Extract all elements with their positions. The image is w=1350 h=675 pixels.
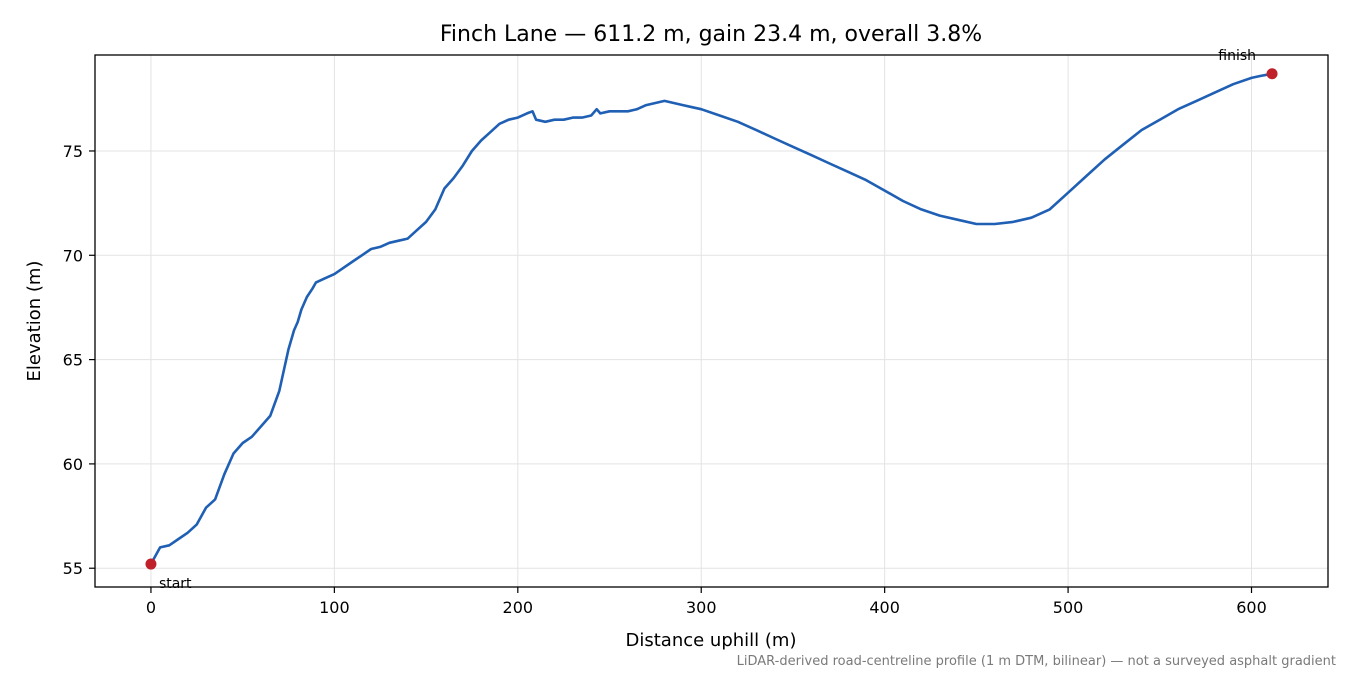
x-tick-label: 400 (869, 598, 900, 617)
elevation-line (149, 72, 1274, 566)
x-tick-label: 300 (686, 598, 717, 617)
y-tick-label: 65 (63, 351, 83, 370)
x-tick-label: 600 (1236, 598, 1267, 617)
y-axis-label: Elevation (m) (24, 261, 45, 382)
plot-frame (94, 54, 1329, 588)
x-tick-label: 500 (1053, 598, 1084, 617)
x-tick-label: 0 (146, 598, 156, 617)
footnote: LiDAR-derived road-centreline profile (1… (737, 654, 1336, 669)
plot-area: start finish (145, 48, 1278, 592)
y-tick-label: 60 (63, 455, 83, 474)
axis-ticks: 0 100 200 300 400 500 600 55 60 65 70 75 (63, 142, 1267, 617)
x-tick-label: 100 (319, 598, 350, 617)
grid-lines (95, 55, 1328, 587)
y-tick-label: 75 (63, 142, 83, 161)
start-marker (145, 558, 157, 570)
finish-marker (1266, 68, 1278, 80)
x-tick-label: 200 (503, 598, 534, 617)
start-label: start (159, 576, 192, 592)
finish-label: finish (1218, 48, 1256, 64)
y-tick-label: 55 (63, 559, 83, 578)
chart-title: Finch Lane — 611.2 m, gain 23.4 m, overa… (440, 22, 982, 47)
y-tick-label: 70 (63, 246, 83, 265)
x-axis-label: Distance uphill (m) (626, 630, 797, 651)
